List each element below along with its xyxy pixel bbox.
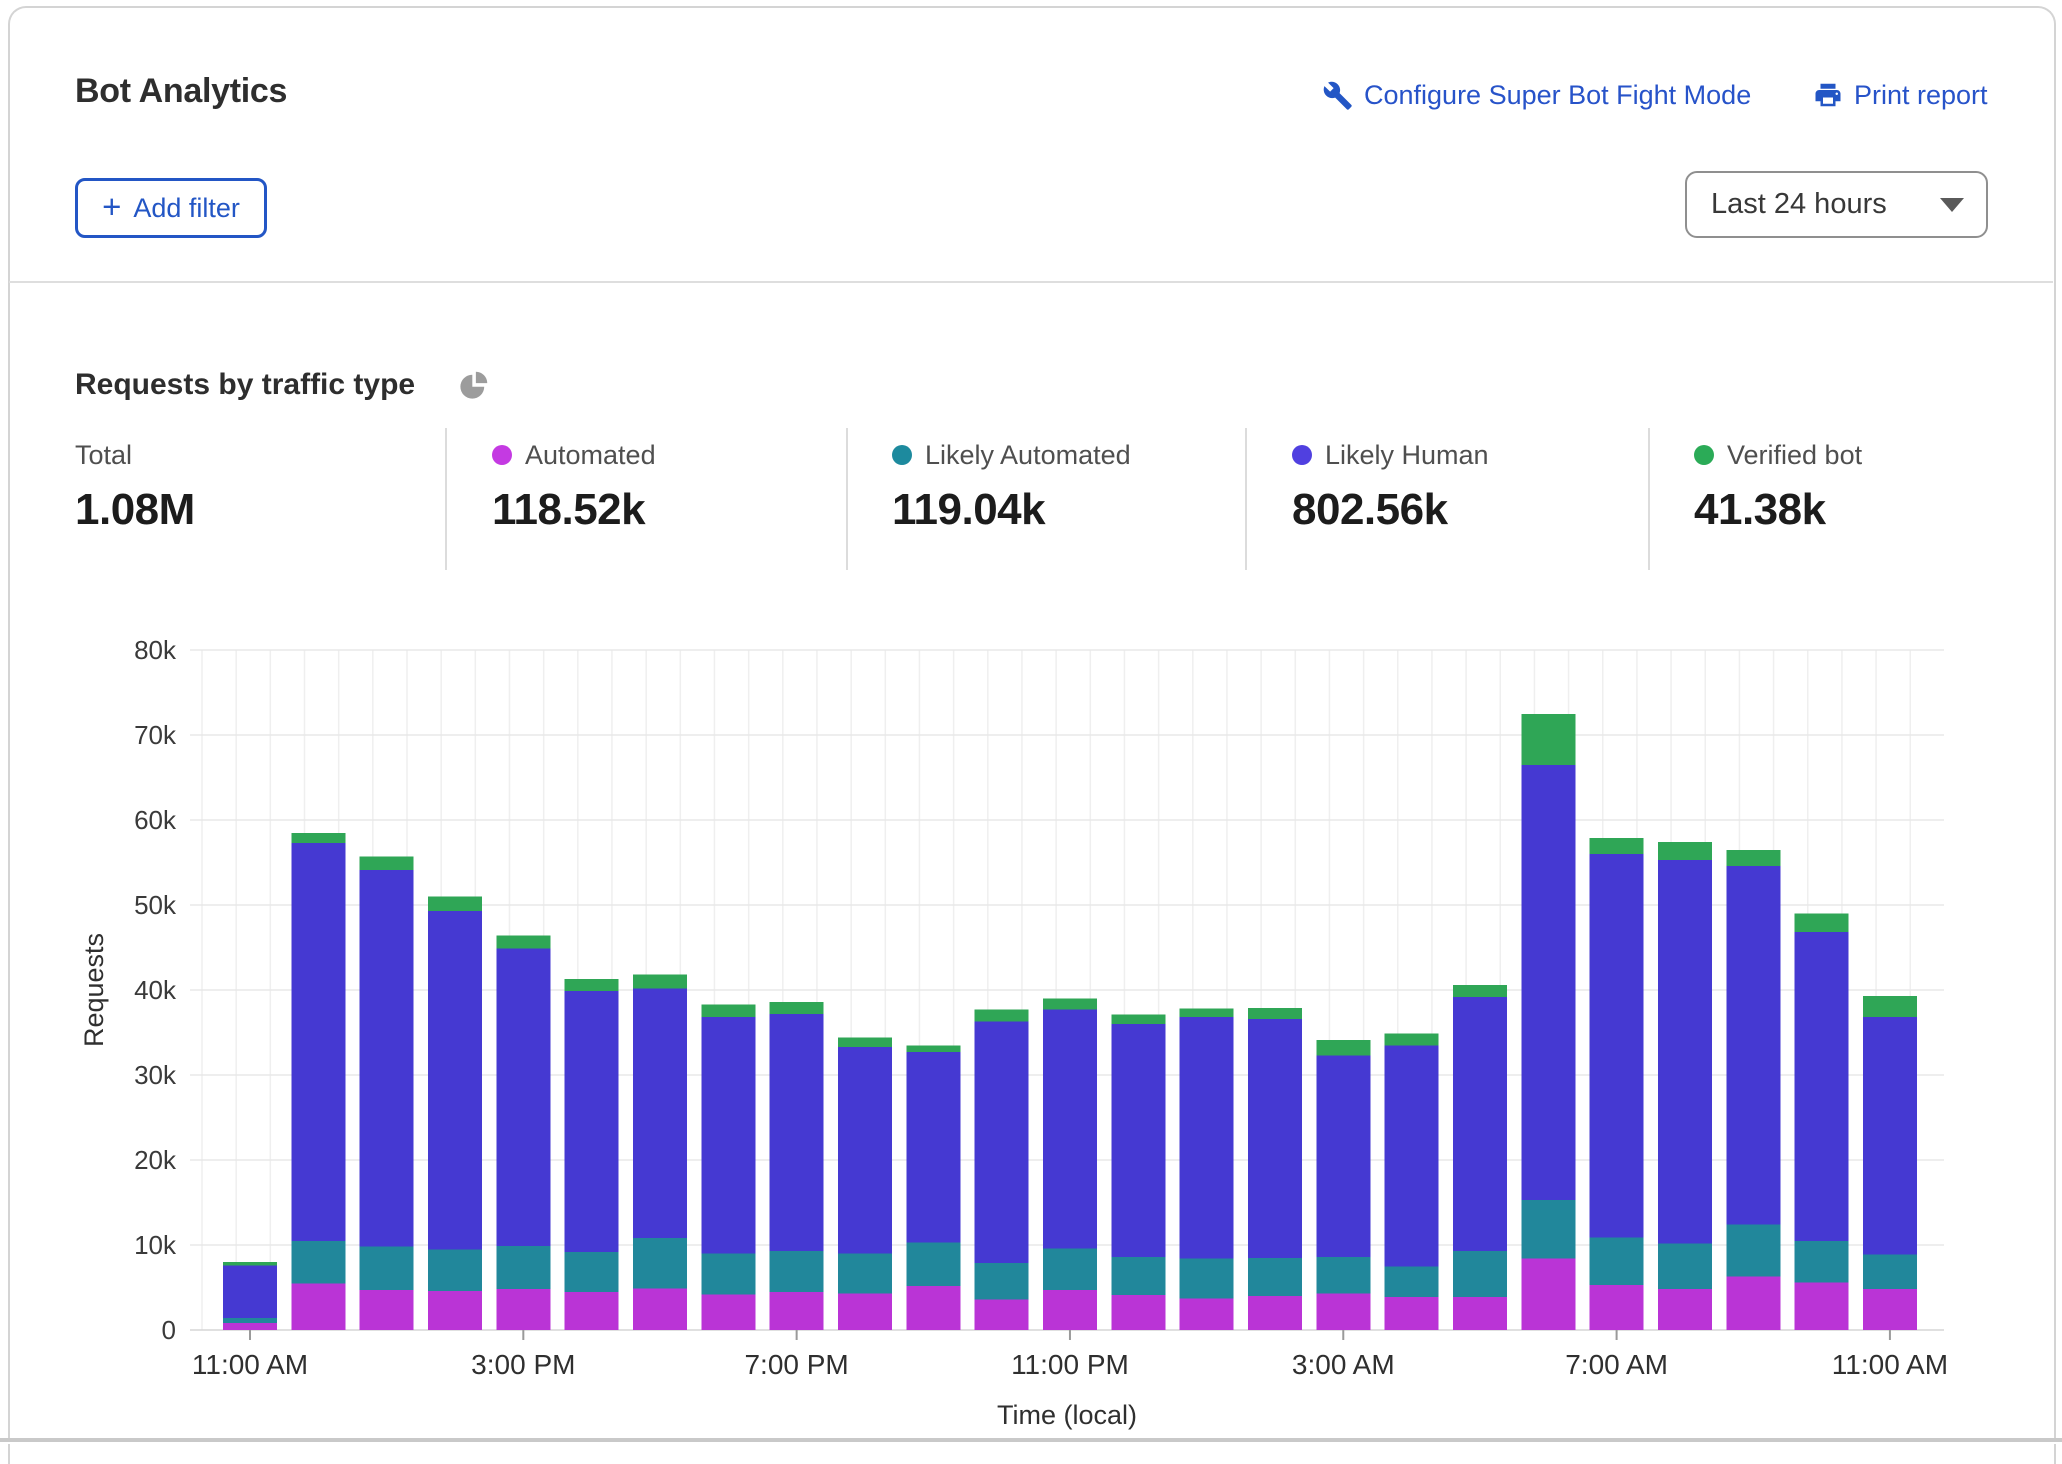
- stat-total: Total 1.08M: [75, 440, 195, 535]
- stat-divider: [846, 428, 848, 570]
- stat-divider: [445, 428, 447, 570]
- stat-verified-bot-value: 41.38k: [1694, 485, 1862, 535]
- printer-icon: [1813, 80, 1843, 110]
- svg-text:20k: 20k: [134, 1145, 177, 1175]
- svg-text:11:00 PM: 11:00 PM: [1011, 1349, 1129, 1380]
- svg-text:30k: 30k: [134, 1060, 177, 1090]
- svg-text:50k: 50k: [134, 890, 177, 920]
- print-report-link[interactable]: Print report: [1813, 78, 1988, 112]
- svg-text:3:00 AM: 3:00 AM: [1292, 1349, 1395, 1380]
- stat-total-value: 1.08M: [75, 485, 195, 535]
- add-filter-label: Add filter: [133, 193, 240, 224]
- legend-dot-automated: [492, 445, 512, 465]
- section-title: Requests by traffic type: [75, 368, 415, 402]
- svg-text:0: 0: [162, 1315, 176, 1345]
- pie-chart-icon: [458, 370, 489, 406]
- stat-automated-value: 118.52k: [492, 485, 656, 535]
- stat-likely-human: Likely Human 802.56k: [1292, 440, 1489, 535]
- stat-divider: [1245, 428, 1247, 570]
- wrench-icon: [1322, 80, 1353, 111]
- configure-super-bot-fight-mode-link[interactable]: Configure Super Bot Fight Mode: [1322, 78, 1751, 112]
- stat-verified-bot-label: Verified bot: [1727, 440, 1862, 471]
- stat-likely-human-value: 802.56k: [1292, 485, 1489, 535]
- time-range-value: Last 24 hours: [1711, 188, 1887, 221]
- add-filter-button[interactable]: + Add filter: [75, 178, 267, 238]
- svg-text:40k: 40k: [134, 975, 177, 1005]
- svg-text:7:00 PM: 7:00 PM: [744, 1349, 848, 1380]
- svg-text:3:00 PM: 3:00 PM: [471, 1349, 575, 1380]
- svg-text:Requests: Requests: [79, 933, 109, 1047]
- legend-dot-likely-automated: [892, 445, 912, 465]
- stat-divider: [1648, 428, 1650, 570]
- stat-likely-human-label: Likely Human: [1325, 440, 1489, 471]
- stat-likely-automated: Likely Automated 119.04k: [892, 440, 1131, 535]
- header-divider: [9, 281, 2053, 283]
- svg-text:60k: 60k: [134, 805, 177, 835]
- next-card-top-edge: [8, 1444, 2056, 1464]
- print-link-label: Print report: [1854, 80, 1988, 111]
- chevron-down-icon: [1940, 198, 1964, 212]
- legend-dot-verified-bot: [1694, 445, 1714, 465]
- svg-text:11:00 AM: 11:00 AM: [1832, 1349, 1948, 1380]
- stat-likely-automated-label: Likely Automated: [925, 440, 1131, 471]
- svg-text:80k: 80k: [134, 635, 177, 665]
- stat-total-label: Total: [75, 440, 132, 471]
- card-bottom-divider: [0, 1438, 2062, 1442]
- svg-text:10k: 10k: [134, 1230, 177, 1260]
- svg-text:11:00 AM: 11:00 AM: [192, 1349, 308, 1380]
- stat-automated-label: Automated: [525, 440, 656, 471]
- svg-text:Time (local): Time (local): [997, 1400, 1137, 1430]
- time-range-select[interactable]: Last 24 hours: [1685, 171, 1988, 238]
- stat-likely-automated-value: 119.04k: [892, 485, 1131, 535]
- svg-text:7:00 AM: 7:00 AM: [1565, 1349, 1668, 1380]
- configure-link-label: Configure Super Bot Fight Mode: [1364, 80, 1751, 111]
- legend-dot-likely-human: [1292, 445, 1312, 465]
- plus-icon: +: [102, 190, 121, 223]
- svg-text:70k: 70k: [134, 720, 177, 750]
- stat-verified-bot: Verified bot 41.38k: [1694, 440, 1862, 535]
- page-title: Bot Analytics: [75, 72, 287, 111]
- stat-automated: Automated 118.52k: [492, 440, 656, 535]
